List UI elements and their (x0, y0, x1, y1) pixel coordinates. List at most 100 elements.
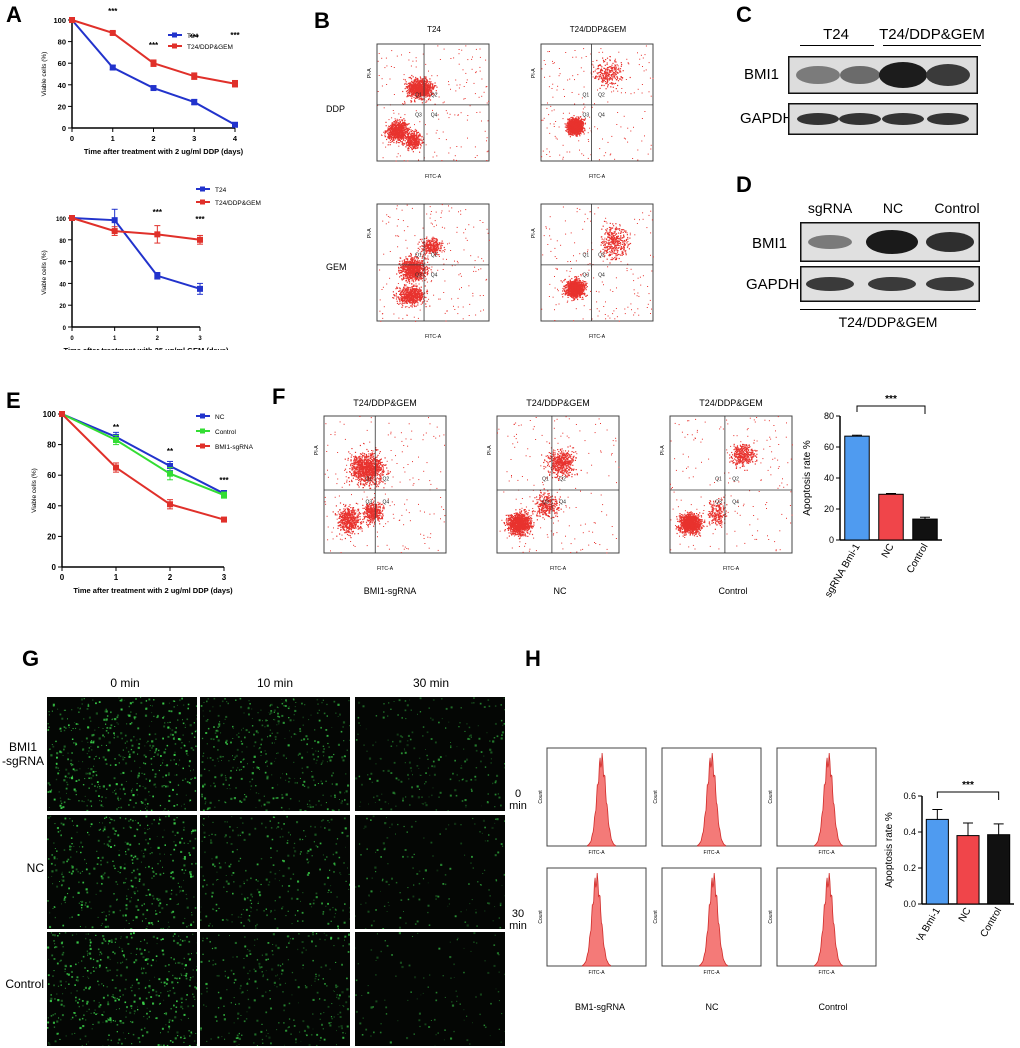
micro-image-r1-c0 (47, 815, 197, 929)
x-tick-label: 0 (60, 573, 65, 582)
legend-marker (200, 413, 205, 419)
y-tick-label: 60 (47, 471, 56, 480)
legend-label: NC (215, 414, 225, 421)
flow-plot-b-t24-ddp: Q1 Q2 Q3 Q4 FITC-A PI-A (367, 43, 490, 180)
flow-b-title-t24: T24 (427, 25, 441, 34)
hist-y-axis-label: Count (768, 790, 774, 804)
flow-x-axis-label: FITC-A (425, 174, 442, 180)
y-tick-label: 0.4 (903, 827, 916, 837)
y-tick-label: 40 (58, 81, 66, 90)
quadrant-label: Q4 (431, 273, 438, 279)
significance-mark: *** (219, 476, 229, 485)
micro-col-0min: 0 min (110, 676, 140, 690)
y-tick-label: 80 (824, 411, 834, 421)
scatter-points (541, 45, 654, 161)
y-tick-label: 40 (59, 282, 66, 288)
legend-marker (200, 199, 205, 205)
micro-col-10min: 10 min (256, 676, 294, 690)
micro-image-r1-c2 (355, 815, 505, 929)
significance-bracket (856, 405, 926, 414)
micro-image-r2-c0 (47, 932, 197, 1046)
y-tick-label: 60 (58, 59, 66, 68)
x-tick-label: 1 (113, 336, 117, 342)
y-axis-label: Viable cells (%) (41, 250, 48, 295)
panel-label-h: H (525, 646, 541, 671)
y-tick-label: 20 (58, 102, 66, 111)
histogram-peak (582, 872, 611, 967)
significance-mark: *** (195, 215, 205, 224)
hist-caption-3: Control (818, 1002, 848, 1012)
wb-d-footer-line (800, 309, 976, 310)
panel-label-d: D (736, 172, 752, 197)
x-tick-label: 1 (114, 573, 119, 582)
panel-label-a: A (6, 2, 22, 27)
hist-y-axis-label: Count (653, 910, 659, 924)
wb-d-gapdh-band (800, 266, 980, 302)
hist-caption-1: BM1-sgRNA (574, 1002, 625, 1012)
quadrant-label: Q1 (542, 476, 549, 482)
quadrant-label: Q3 (715, 500, 722, 506)
bar-1 (956, 835, 980, 905)
legend-label: BMI1-sgRNA (215, 444, 254, 451)
y-tick-label: 0 (829, 535, 834, 545)
wb-c-group-line-2 (883, 45, 981, 46)
wb-c-group-t24: T24 (823, 26, 849, 43)
y-tick-label: 20 (47, 532, 56, 541)
quadrant-label: Q2 (598, 253, 605, 259)
x-tick-label: 2 (151, 134, 155, 143)
x-tick-label: 0 (70, 336, 74, 342)
plot-frame (540, 203, 654, 322)
x-tick-label: 4 (233, 134, 238, 143)
flow-f-caption-2: NC (553, 586, 567, 596)
data-point (191, 73, 198, 80)
data-point (197, 285, 203, 292)
quadrant-label: Q1 (415, 93, 422, 99)
plot-frame (376, 43, 490, 162)
y-tick-label: 0 (52, 563, 57, 572)
data-point (59, 411, 65, 417)
quadrant-label: Q4 (383, 500, 390, 506)
wb-c-group-line-1 (800, 45, 874, 46)
wb-c-group-resistant: T24/DDP&GEM (879, 26, 985, 43)
wb-c-gapdh-band (788, 103, 978, 135)
flow-y-axis-label: PI-A (660, 445, 666, 455)
scatter-points (324, 416, 446, 554)
histogram-peak (699, 872, 728, 967)
quadrant-label: Q4 (431, 113, 438, 119)
data-point (69, 17, 75, 23)
micro-row-nc: NC (26, 861, 44, 875)
quadrant-label: Q1 (365, 476, 372, 482)
data-point (232, 121, 238, 128)
legend-marker (172, 32, 177, 38)
significance-mark: *** (190, 33, 200, 42)
histogram-r1-c2: FITC-A Count (768, 867, 877, 976)
histogram-r1-c0: FITC-A Count (538, 867, 647, 976)
data-point (150, 60, 157, 67)
legend-marker (200, 443, 205, 449)
wb-d-lane-control: Control (934, 200, 980, 216)
quadrant-label: Q3 (415, 273, 422, 279)
bar-2 (987, 834, 1011, 905)
data-point (167, 501, 173, 508)
micro-col-30min: 30 min (412, 676, 450, 690)
y-tick-label: 100 (43, 410, 57, 419)
flow-y-axis-label: PI-A (314, 445, 320, 455)
micro-image-r1-c1 (200, 815, 350, 929)
x-tick-label: sgRNA Bmi-1 (823, 542, 863, 600)
x-tick-label: 3 (222, 573, 227, 582)
x-tick-label: 3 (192, 134, 196, 143)
y-tick-label: 100 (56, 217, 67, 223)
micro-image-r0-c0 (47, 697, 197, 811)
legend-marker (200, 428, 205, 434)
hist-y-axis-label: Count (538, 790, 544, 804)
quadrant-label: Q3 (365, 500, 372, 506)
histogram-peak (697, 752, 726, 847)
flow-plot-f-sgrna: Q1 Q2 Q3 Q4 FITC-A PI-A (314, 415, 447, 572)
flow-f-title-1: T24/DDP&GEM (353, 398, 417, 408)
quadrant-label: Q3 (542, 500, 549, 506)
significance-mark: *** (962, 780, 974, 791)
hist-row-30min: 30 min (509, 908, 527, 932)
series-line-1 (61, 413, 225, 497)
scatter-points (497, 416, 620, 554)
histogram-r0-c0: FITC-A Count (538, 747, 647, 856)
